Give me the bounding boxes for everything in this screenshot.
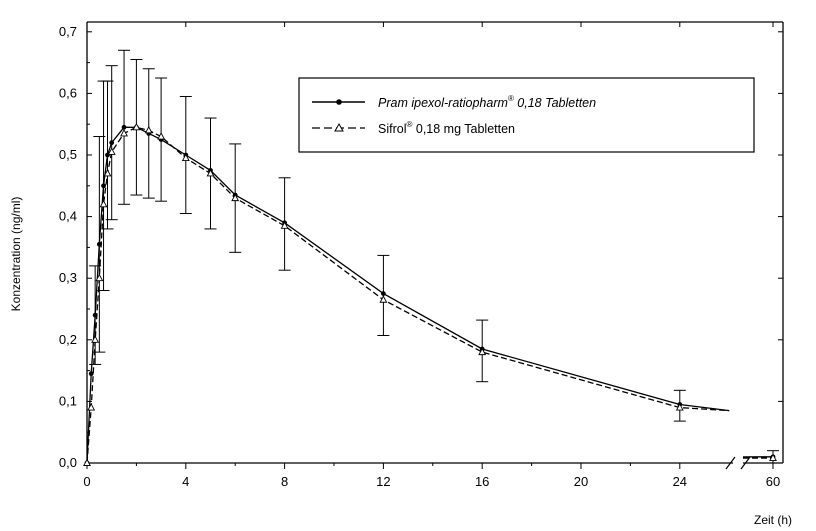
legend-swatch-marker-circle (336, 99, 342, 105)
y-tick-label: 0,5 (59, 147, 77, 162)
data-point-sifrol (83, 458, 91, 466)
data-point-sifrol (91, 335, 100, 343)
data-point-sifrol (132, 122, 141, 131)
data-point-sifrol (103, 169, 112, 177)
data-point-pramipexol (381, 291, 386, 296)
axis-break-mark (725, 456, 736, 470)
data-point-sifrol (478, 347, 487, 356)
data-point-sifrol (120, 128, 128, 137)
series-lines (86, 126, 774, 464)
x-tick-label: 20 (574, 474, 588, 489)
data-point-sifrol (280, 221, 289, 229)
x-tick-label: 0 (83, 474, 90, 489)
data-point-pramipexol (96, 241, 102, 247)
x-tick-label: 60 (766, 474, 780, 489)
y-tick-label: 0,3 (59, 270, 77, 285)
data-point-sifrol (769, 453, 777, 462)
y-axis-title: Konzentration (ng/ml) (9, 197, 23, 312)
data-point-sifrol (675, 403, 684, 411)
series-line-sifrol (86, 126, 730, 464)
data-point-sifrol (144, 125, 153, 134)
y-tick-label: 0,1 (59, 393, 77, 408)
legend-label-sifrol: Sifrol® 0,18 mg Tabletten (378, 120, 515, 136)
y-tick-label: 0,6 (59, 85, 77, 100)
y-tick-label: 0,4 (59, 209, 77, 224)
error-bars (89, 49, 779, 464)
data-point-sifrol (107, 147, 116, 155)
tick-labels: 0,0 0,1 0,2 0,3 0,4 0,5 0,6 0,7 0 4 8 12 16 20 24 60 (59, 24, 780, 489)
legend-swatch-marker-triangle (334, 122, 344, 132)
series-line-pramipexol (86, 126, 730, 464)
x-tick-label: 8 (281, 474, 288, 489)
data-point-sifrol (206, 169, 215, 177)
x-axis-title: Zeit (h) (754, 513, 792, 527)
data-point-pramipexol (109, 140, 115, 146)
x-tick-label: 16 (475, 474, 489, 489)
data-point-sifrol (231, 193, 240, 202)
data-point-sifrol (99, 199, 108, 208)
data-point-sifrol (181, 153, 190, 162)
data-point-sifrol (379, 295, 388, 303)
legend-label-pramipexol: Pram ipexol-ratiopharm® 0,18 Tabletten (378, 94, 596, 110)
y-tick-label: 0,0 (59, 455, 77, 470)
data-point-sifrol (87, 403, 96, 411)
data-point-pramipexol (92, 312, 98, 318)
data-point-sifrol (157, 132, 166, 140)
data-point-pramipexol (121, 124, 127, 130)
data-point-sifrol (95, 273, 104, 282)
legend-box (298, 77, 755, 153)
x-tick-label: 12 (376, 474, 390, 489)
legend: Pram ipexol-ratiopharm® 0,18 Tabletten S… (298, 77, 755, 153)
data-point-pramipexol (101, 183, 106, 189)
y-tick-label: 0,2 (59, 332, 77, 347)
axis-break-mark (740, 456, 751, 470)
axes (86, 21, 784, 470)
y-tick-label: 0,7 (59, 24, 77, 39)
x-tick-label: 4 (182, 474, 189, 489)
series-markers (83, 122, 777, 466)
data-point-pramipexol (88, 371, 94, 377)
x-tick-label: 24 (673, 474, 687, 489)
